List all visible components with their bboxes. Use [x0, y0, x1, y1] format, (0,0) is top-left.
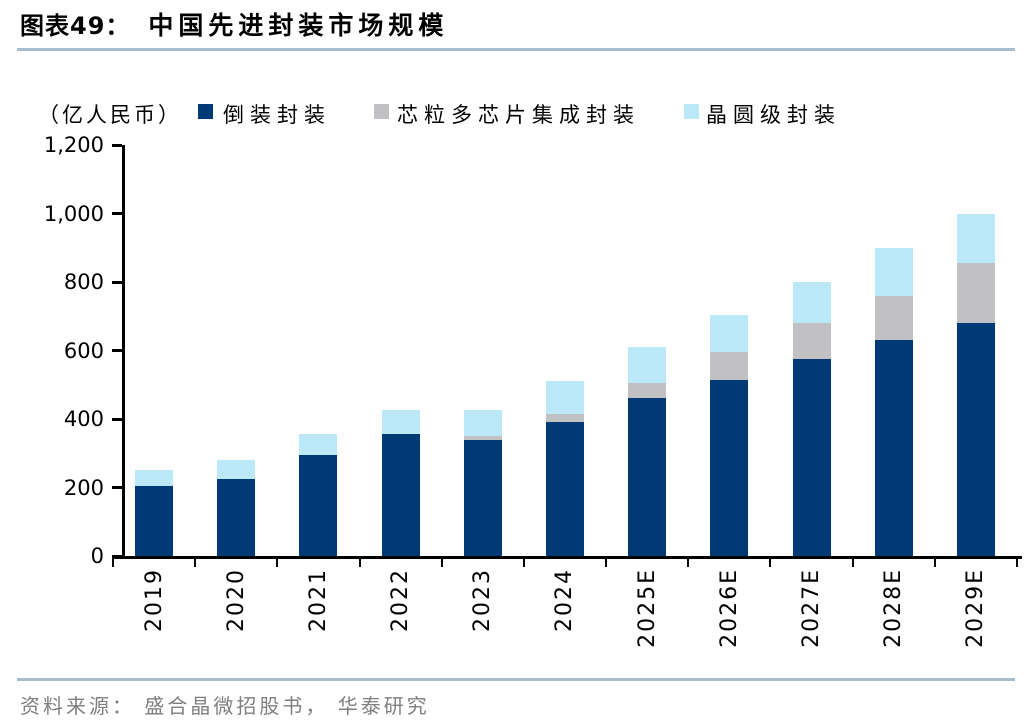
legend-swatch-flip-chip: [198, 104, 213, 119]
x-axis-tick-mark: [605, 559, 608, 567]
x-axis-tick-mark: [933, 559, 936, 567]
y-axis-tick-mark: [112, 417, 122, 421]
x-axis-tick-mark: [1016, 559, 1018, 567]
bar-2024-chiplet-multi-die: [546, 413, 584, 423]
source-note: 资料来源： 盛合晶微招股书， 华泰研究: [20, 694, 430, 718]
y-axis-tick-label: 0: [90, 544, 104, 568]
bar-2019-wafer-level: [135, 470, 174, 486]
bar-2026e-wafer-level: [710, 314, 749, 353]
x-axis-tick-mark: [112, 559, 114, 567]
bar-2026e-chiplet-multi-die: [710, 352, 749, 380]
bar-2024-flip-chip: [546, 422, 584, 556]
legend-label-flip-chip: 倒装封装: [223, 103, 331, 127]
bar-2026e-flip-chip: [710, 379, 749, 556]
x-axis-tick-mark: [851, 559, 854, 567]
bar-2025e-chiplet-multi-die: [628, 383, 667, 399]
y-axis-unit-label: （亿人民币）: [38, 103, 182, 127]
x-axis-tick-label-text: 2020: [223, 568, 249, 632]
legend-swatch-chiplet: [374, 104, 389, 119]
bar-2021-wafer-level: [299, 434, 338, 455]
x-axis-tick-label-text: 2023: [470, 568, 496, 632]
x-axis-tick-label-text: 2024: [552, 568, 578, 632]
figure-header: 图表49： 中国先进封装市场规模: [20, 6, 448, 42]
bar-2028e-flip-chip: [874, 340, 913, 556]
x-axis-tick-mark: [440, 559, 443, 567]
bar-2029e-wafer-level: [956, 213, 995, 264]
bar-2023-wafer-level: [463, 410, 502, 437]
bar-2022-flip-chip: [381, 434, 420, 556]
bar-2024-wafer-level: [546, 381, 584, 414]
x-axis-tick-mark: [769, 559, 772, 567]
x-axis-tick-label-text: 2029E: [963, 568, 989, 648]
bar-2023-chiplet-multi-die: [463, 436, 502, 440]
y-axis-tick-mark: [112, 349, 122, 352]
figure-number: 图表49：: [20, 12, 131, 40]
x-axis-tick-label-text: 2028E: [881, 568, 907, 648]
bar-2028e-chiplet-multi-die: [874, 295, 913, 341]
bar-2025e-flip-chip: [628, 398, 667, 556]
x-axis-tick-label-text: 2027E: [799, 568, 825, 648]
y-axis-tick-label: 600: [63, 338, 104, 363]
bar-2028e-wafer-level: [874, 247, 913, 296]
legend-label-chiplet: 芯粒多芯片集成封装: [397, 103, 640, 127]
title-divider: [17, 48, 1015, 51]
x-axis-tick-mark: [194, 559, 197, 567]
bar-2021-flip-chip: [299, 454, 338, 556]
bar-2019-flip-chip: [135, 485, 174, 556]
bar-2020-flip-chip: [217, 478, 256, 556]
x-axis-tick-label-text: 2021: [305, 568, 331, 632]
y-axis-tick-label: 1,000: [43, 201, 104, 226]
y-axis-tick-mark: [112, 212, 122, 215]
y-axis-tick-label: 200: [63, 475, 104, 500]
bar-2022-wafer-level: [381, 410, 420, 435]
bar-2023-flip-chip: [463, 439, 502, 556]
bar-2027e-chiplet-multi-die: [792, 323, 831, 360]
bar-2029e-chiplet-multi-die: [956, 263, 995, 324]
y-axis-tick-mark: [112, 143, 122, 147]
y-axis-tick-label: 400: [63, 407, 104, 431]
chart-legend: （亿人民币） 倒装封装 芯粒多芯片集成封装 晶圆级封装: [0, 0, 1036, 135]
x-axis-tick-mark: [687, 559, 690, 567]
x-axis-tick-label-text: 2019: [141, 568, 167, 632]
y-axis-line: [122, 145, 125, 559]
x-axis-tick-mark: [358, 559, 361, 567]
x-axis-tick-mark: [276, 559, 279, 567]
y-axis-tick-mark: [112, 486, 122, 489]
x-axis-tick-label-text: 2025E: [634, 568, 660, 648]
y-axis-tick-mark: [112, 280, 122, 284]
x-axis-tick-label-text: 2026E: [716, 568, 742, 648]
bar-2029e-flip-chip: [956, 323, 995, 556]
x-axis-line: [112, 556, 1022, 559]
figure-title: 中国先进封装市场规模: [148, 11, 449, 40]
y-axis-tick-label: 800: [63, 270, 104, 294]
bar-2025e-wafer-level: [628, 347, 667, 384]
x-axis-tick-label-text: 2022: [388, 568, 414, 632]
bar-2027e-wafer-level: [792, 282, 831, 324]
legend-label-wafer-level: 晶圆级封装: [706, 103, 841, 127]
bar-2027e-flip-chip: [792, 359, 831, 556]
legend-swatch-wafer-level: [684, 104, 699, 119]
bar-2020-wafer-level: [217, 460, 256, 479]
x-axis-tick-mark: [522, 559, 525, 567]
footer-divider: [17, 678, 1015, 681]
y-axis-tick-label: 1,200: [43, 133, 104, 157]
